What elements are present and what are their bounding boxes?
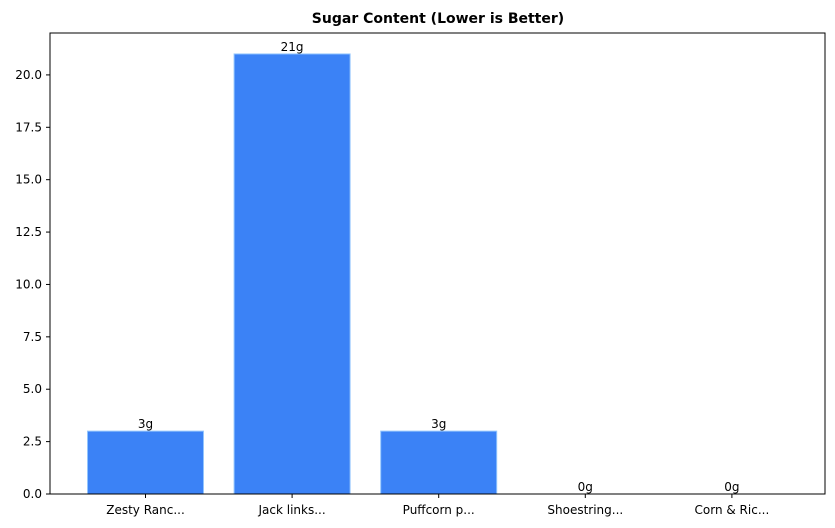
y-tick-label: 10.0: [15, 277, 42, 291]
y-tick-label: 20.0: [15, 68, 42, 82]
bar: [87, 430, 204, 495]
y-tick-label: 12.5: [15, 225, 42, 239]
x-tick-label: Shoestring...: [547, 503, 623, 517]
plot-area: 3g 21g 3g 0g 0g 0.0 2.5 5.0 7.5 10.0 12.5 15.0 17.5 2…: [15, 32, 826, 517]
plot-frame: [49, 32, 826, 495]
y-tick-label: 2.5: [23, 435, 42, 449]
y-tick-label: 5.0: [23, 382, 42, 396]
bar: [233, 53, 351, 495]
y-tick-label: 7.5: [23, 330, 42, 344]
x-tick-label: Puffcorn p...: [403, 503, 475, 517]
data-label: 0g: [578, 480, 593, 494]
y-tick-label: 15.0: [15, 173, 42, 187]
x-tick-label: Zesty Ranc...: [106, 503, 185, 517]
data-label: 0g: [724, 480, 739, 494]
bar: [380, 430, 498, 495]
data-label: 3g: [431, 417, 446, 431]
chart-title: Sugar Content (Lower is Better): [312, 11, 564, 27]
data-label: 3g: [138, 417, 153, 431]
x-tick-label: Jack links...: [258, 503, 326, 517]
data-label: 21g: [281, 40, 304, 54]
x-tick-label: Corn & Ric...: [695, 503, 770, 517]
y-tick-label: 17.5: [15, 120, 42, 134]
y-tick-label: 0.0: [23, 487, 42, 501]
